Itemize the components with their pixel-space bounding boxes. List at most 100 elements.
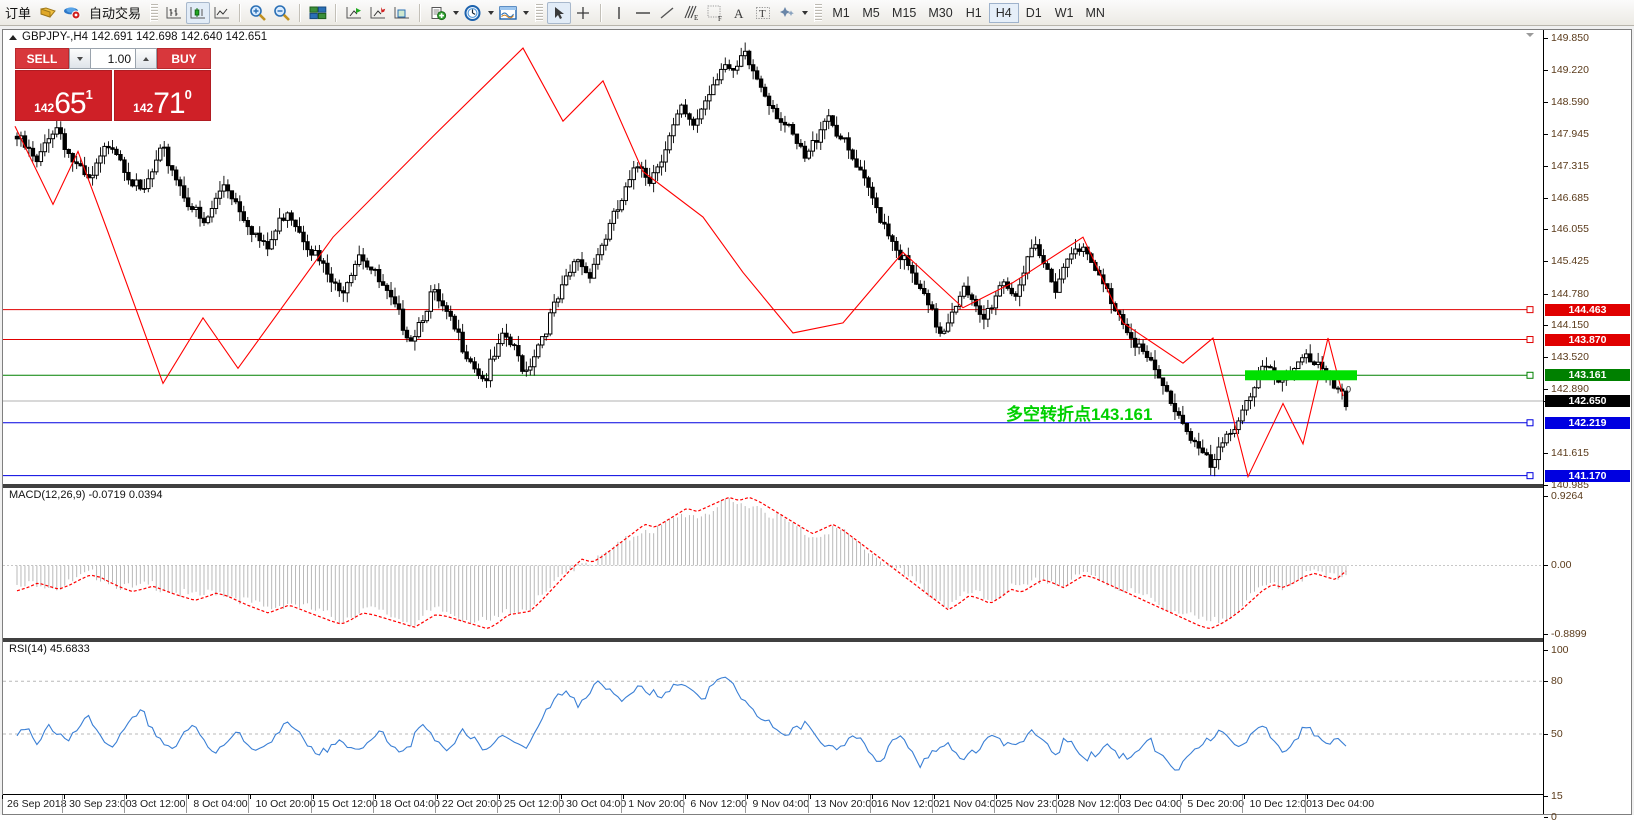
price-badge-horizontal-line[interactable]: 144.463 [1545, 303, 1630, 316]
toolbar-sep-3 [335, 3, 338, 22]
buy-button[interactable]: BUY [157, 48, 211, 69]
time-tick-separator [559, 795, 561, 813]
toolbar-sep-2 [299, 3, 302, 22]
timeframe-m15[interactable]: M15 [892, 5, 917, 20]
price-scale[interactable]: 149.850 149.220 148.590 147.945 147.315 146.6… [1543, 30, 1631, 823]
rsi-axis-tick: 80 [1544, 675, 1563, 687]
zoom-in-icon[interactable] [246, 2, 270, 24]
time-tick: 28 Nov 12:00 [1058, 795, 1126, 810]
toolbar-grip-2[interactable] [535, 3, 544, 22]
timeframe-w1[interactable]: W1 [1054, 5, 1074, 20]
chart-window[interactable]: GBPJPY-,H4 142.691 142.698 142.640 142.6… [2, 29, 1632, 823]
sell-price-display[interactable]: 142 65 1 [15, 70, 112, 121]
toolbar-sep-5 [600, 3, 603, 22]
volume-increase-button[interactable] [135, 48, 157, 69]
price-tick: 147.315 [1544, 160, 1589, 172]
period-dropdown-caret[interactable] [450, 2, 461, 24]
timeframe-m5[interactable]: M5 [862, 5, 880, 20]
time-tick-separator [621, 795, 623, 813]
horizontal-line-icon[interactable] [631, 2, 655, 24]
sell-price-prefix: 142 [34, 101, 55, 115]
folder-icon[interactable] [36, 2, 60, 24]
buy-price-sup: 0 [184, 87, 192, 102]
time-tick: 25 Oct 12:00 [498, 795, 565, 810]
macd-axis-tick: 0.00 [1544, 559, 1571, 571]
templates-icon[interactable] [496, 2, 520, 24]
autotrading-label[interactable]: 自动交易 [89, 6, 142, 21]
sell-price-big: 65 [54, 87, 86, 120]
clock-dropdown-caret[interactable] [485, 2, 496, 24]
timeframe-m30[interactable]: M30 [928, 5, 953, 20]
volume-input[interactable]: 1.00 [91, 48, 135, 69]
toolbar-grip-1[interactable] [150, 3, 159, 22]
time-tick: 13 Dec 04:00 [1306, 795, 1375, 810]
timeframe-m1[interactable]: M1 [832, 5, 850, 20]
templates-dropdown-caret[interactable] [520, 2, 531, 24]
one-click-trading-panel[interactable]: SELL 1.00 BUY 142 65 1 142 71 0 [15, 48, 211, 121]
vertical-line-icon[interactable] [607, 2, 631, 24]
autotrading-icon[interactable] [60, 2, 84, 24]
text-label-icon[interactable]: A [727, 2, 751, 24]
fibo-fan-icon[interactable]: F [703, 2, 727, 24]
trendline-icon[interactable] [655, 2, 679, 24]
buy-price-display[interactable]: 142 71 0 [114, 70, 211, 121]
buy-price-big: 71 [153, 87, 185, 120]
expert-advisor-icon[interactable] [390, 2, 414, 24]
price-tick: 143.520 [1544, 351, 1589, 363]
chart-canvas: 0 [3, 42, 1543, 797]
rsi-axis-tick: 15 [1544, 790, 1563, 802]
octp-controls-row: SELL 1.00 BUY [15, 48, 211, 69]
data-window-icon[interactable] [342, 2, 366, 24]
timeframe-h1[interactable]: H1 [965, 5, 982, 20]
cursor-icon[interactable] [547, 1, 572, 24]
text-box-icon[interactable]: T [751, 2, 775, 24]
shapes-icon[interactable] [775, 2, 799, 24]
indicators-icon[interactable] [366, 2, 390, 24]
volume-decrease-button[interactable] [69, 48, 91, 69]
chart-plot-area[interactable]: 0 [3, 30, 1543, 814]
price-badge-horizontal-line[interactable]: 143.161 [1545, 369, 1630, 382]
bar-chart-icon[interactable] [162, 2, 186, 24]
svg-text:A: A [734, 6, 744, 21]
sell-button[interactable]: SELL [15, 48, 69, 69]
restore-window-icon[interactable] [1519, 33, 1541, 41]
time-tick: 22 Oct 20:00 [436, 795, 502, 810]
time-tick-separator [683, 795, 685, 813]
time-tick: 30 Oct 04:00 [561, 795, 627, 810]
price-badge-last-price[interactable]: 142.650 [1545, 395, 1630, 408]
candlestick-chart-icon[interactable] [186, 1, 211, 24]
period-icon[interactable] [426, 2, 450, 24]
chart-symbol-ohlc: GBPJPY-,H4 142.691 142.698 142.640 142.6… [22, 31, 268, 43]
time-tick-separator [186, 795, 188, 813]
time-tick: 13 Nov 20:00 [809, 795, 878, 810]
tile-windows-icon[interactable] [306, 2, 330, 24]
price-badge-horizontal-line[interactable]: 143.870 [1545, 333, 1630, 346]
price-tick: 141.615 [1544, 447, 1589, 459]
price-tick: 146.685 [1544, 192, 1589, 204]
price-badge-horizontal-line[interactable]: 142.219 [1545, 416, 1630, 429]
timeframe-h4[interactable]: H4 [988, 2, 1019, 23]
toolbar-grip-3[interactable] [814, 3, 823, 22]
time-tick: 25 Nov 23:00 [995, 795, 1064, 810]
timeframe-d1[interactable]: D1 [1025, 5, 1042, 20]
clock-icon[interactable] [461, 2, 485, 24]
price-badge-horizontal-line[interactable]: 141.170 [1545, 469, 1630, 482]
time-tick-separator [310, 795, 312, 813]
collapse-triangle-icon[interactable] [9, 34, 17, 40]
time-tick: 10 Dec 12:00 [1244, 795, 1312, 810]
shapes-dropdown-caret[interactable] [799, 2, 810, 24]
timeframe-mn[interactable]: MN [1085, 5, 1105, 20]
zoom-out-icon[interactable] [270, 2, 294, 24]
time-tick-separator [496, 795, 498, 813]
crosshair-icon[interactable] [571, 2, 595, 24]
time-tick: 10 Oct 20:00 [250, 795, 316, 810]
time-tick-separator [248, 795, 250, 813]
time-tick-separator [124, 795, 126, 813]
line-chart-icon[interactable] [210, 2, 234, 24]
time-scale[interactable]: 26 Sep 2018 30 Sep 23:00 3 Oct 12:00 8 Oct … [2, 794, 1543, 814]
fibonacci-icon[interactable]: E [679, 2, 703, 24]
price-tick: 148.590 [1544, 96, 1589, 108]
chart-annotation-text[interactable]: 多空转折点143.161 [1006, 405, 1153, 424]
toolbar-sep-1 [239, 3, 242, 22]
